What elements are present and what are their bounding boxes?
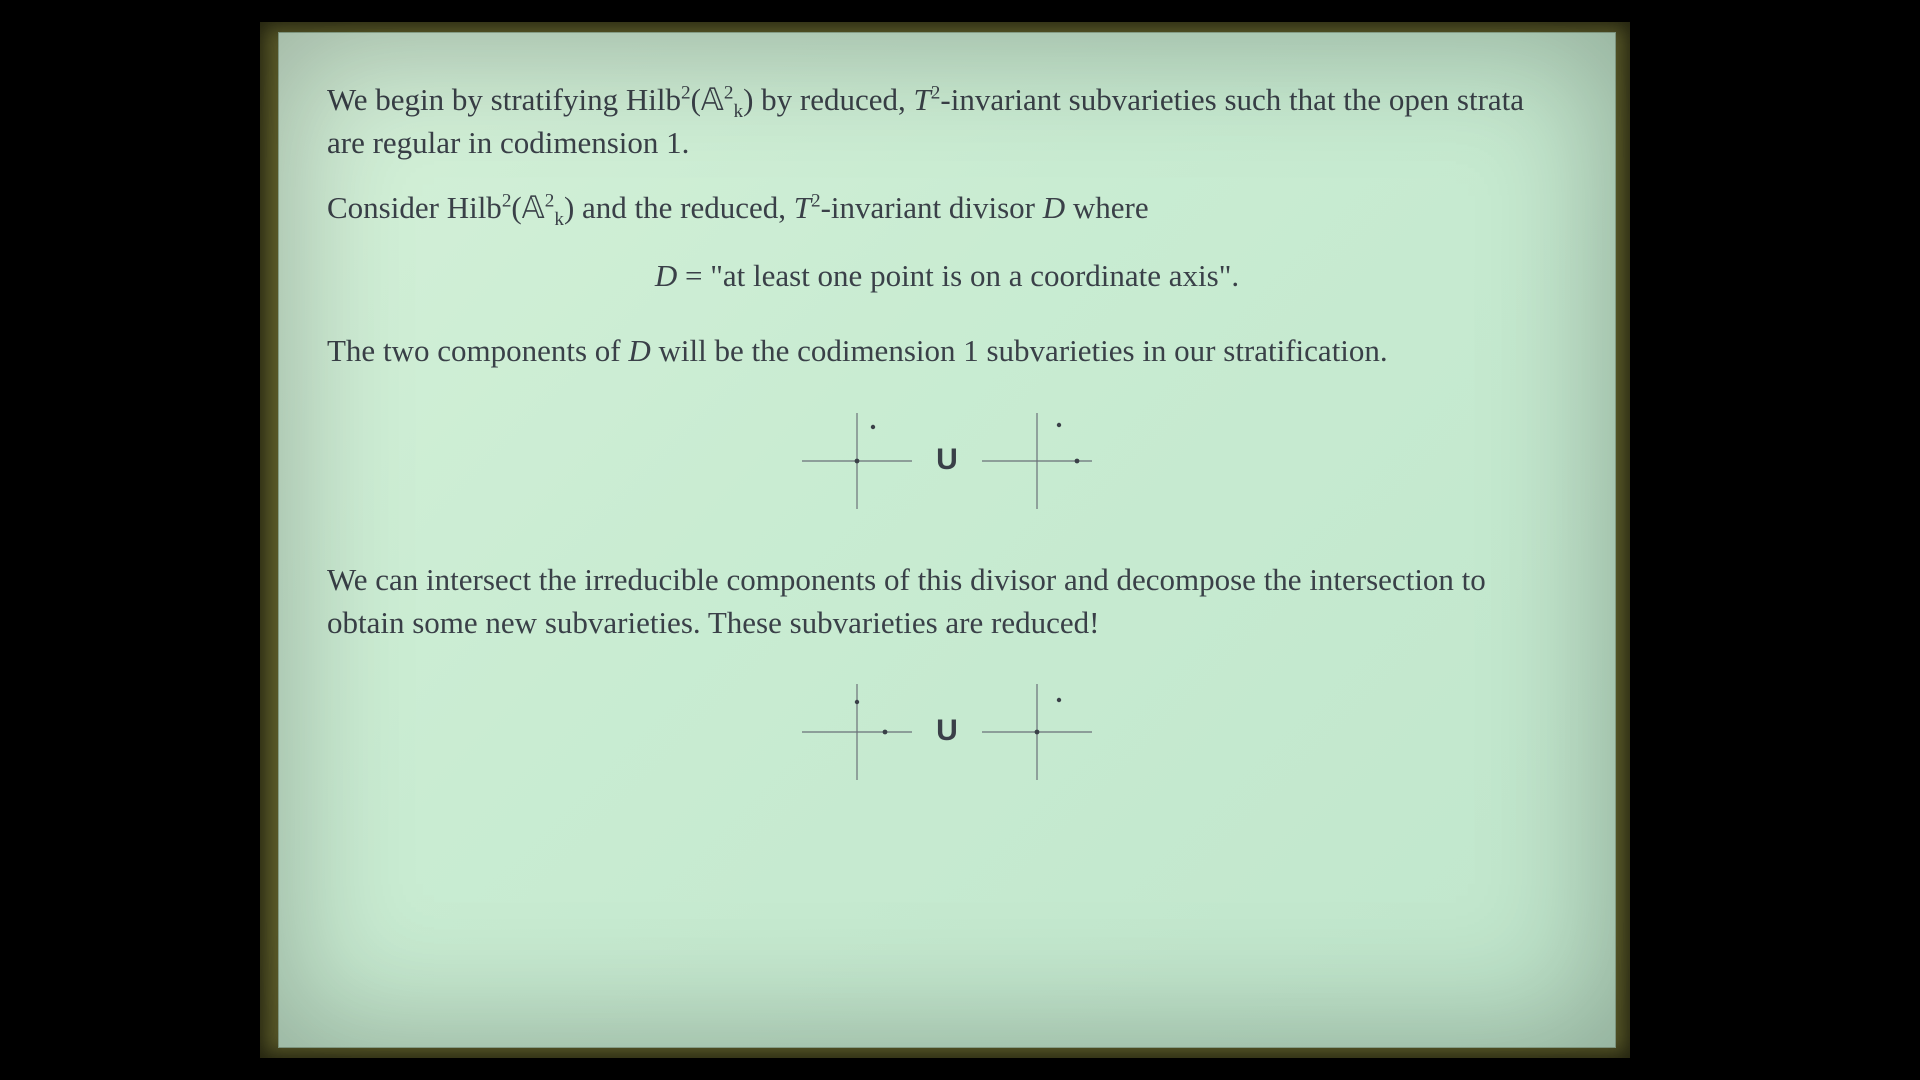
hilb-arg-sup-2: 2 [545, 190, 555, 211]
paragraph-1: We begin by stratifying Hilb2(𝔸2k) by re… [327, 79, 1567, 165]
eq-lhs: D [655, 258, 677, 293]
hilb-arg-open: (𝔸 [691, 82, 724, 117]
p2-T: T [794, 190, 811, 225]
eq-rhs: "at least one point is on a coordinate a… [710, 258, 1239, 293]
slide: We begin by stratifying Hilb2(𝔸2k) by re… [278, 32, 1616, 1048]
p1-hilb: Hilb2(𝔸2k) [626, 82, 754, 117]
diagram-2: U [327, 666, 1567, 786]
projector-frame: We begin by stratifying Hilb2(𝔸2k) by re… [260, 22, 1630, 1058]
hilb-arg-open-2: (𝔸 [511, 190, 544, 225]
p2-text-d: where [1065, 190, 1148, 225]
p2-T-sup: 2 [811, 190, 821, 211]
hilb-sup: 2 [681, 83, 691, 104]
p3-text-a: The two components of [327, 333, 628, 368]
p2-D: D [1043, 190, 1065, 225]
paragraph-3: The two components of D will be the codi… [327, 330, 1567, 373]
diagram-1-svg: U [777, 395, 1117, 515]
diagram-1: U [327, 395, 1567, 515]
svg-text:U: U [936, 714, 958, 747]
eq-eq: = [677, 258, 710, 293]
hilb-arg-sub-2: k [554, 209, 564, 230]
svg-text:U: U [936, 443, 958, 476]
p2-text-a: Consider [327, 190, 447, 225]
diagram-2-svg: U [777, 666, 1117, 786]
p3-text-b: will be the codimension 1 subvarieties i… [651, 333, 1388, 368]
paragraph-4: We can intersect the irreducible compone… [327, 559, 1567, 645]
hilb-sup-2: 2 [502, 190, 512, 211]
paragraph-2: Consider Hilb2(𝔸2k) and the reduced, T2-… [327, 187, 1567, 230]
p2-text-b: and the reduced, [574, 190, 793, 225]
p3-D: D [628, 333, 650, 368]
p1-T-sup: 2 [931, 83, 941, 104]
hilb-arg-close: ) [743, 82, 753, 117]
p2-hilb: Hilb2(𝔸2k) [447, 190, 575, 225]
p2-text-c: -invariant divisor [821, 190, 1043, 225]
p1-T: T [914, 82, 931, 117]
hilb-arg-close-2: ) [564, 190, 574, 225]
p1-text-a: We begin by stratifying [327, 82, 626, 117]
hilb-word: Hilb [626, 82, 681, 117]
hilb-arg-sub: k [733, 101, 743, 122]
hilb-word-2: Hilb [447, 190, 502, 225]
p1-text-b: by reduced, [753, 82, 913, 117]
equation-D: D = "at least one point is on a coordina… [327, 255, 1567, 298]
